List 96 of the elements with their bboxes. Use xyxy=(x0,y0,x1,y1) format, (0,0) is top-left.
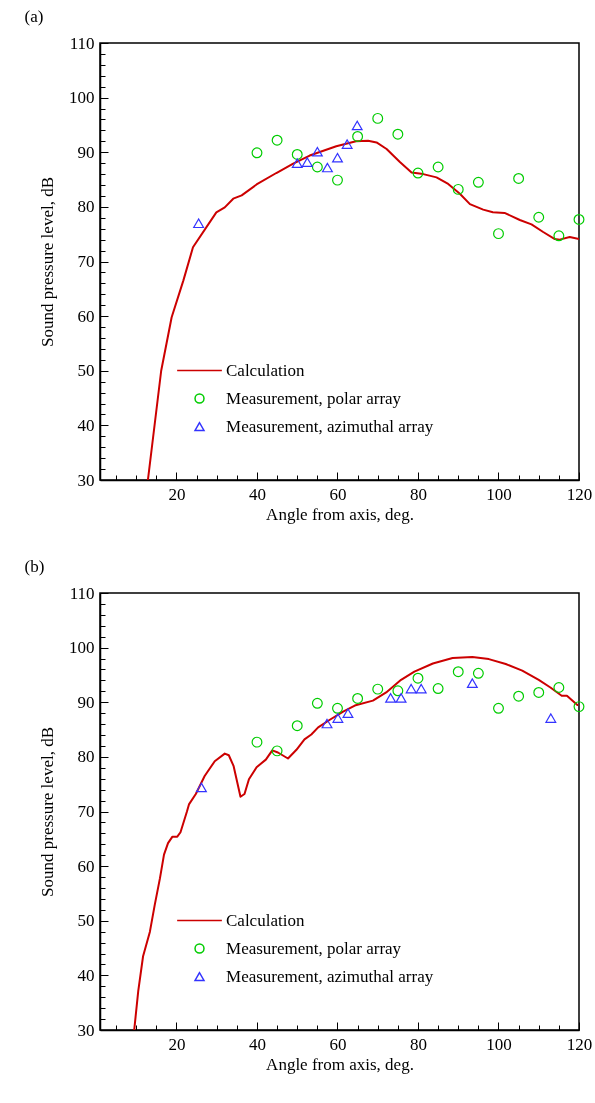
line-series xyxy=(133,655,579,1030)
point xyxy=(545,713,557,723)
point xyxy=(342,708,354,718)
point xyxy=(533,686,545,698)
point xyxy=(513,690,525,702)
y-tick-label: 110 xyxy=(69,583,95,603)
point xyxy=(352,130,364,142)
point xyxy=(415,683,427,694)
y-axis-title: Sound pressure level, dB xyxy=(38,177,57,347)
point xyxy=(405,683,417,694)
legend-label: Measurement, azimuthal array xyxy=(226,416,434,436)
x-tick-label: 100 xyxy=(486,1034,512,1054)
x-tick-label: 20 xyxy=(168,484,186,504)
legend-label: Measurement, polar array xyxy=(226,388,402,408)
point xyxy=(311,146,323,157)
point xyxy=(513,173,525,184)
point xyxy=(553,230,565,242)
chart-title: (a) xyxy=(24,7,44,26)
y-tick-label: 50 xyxy=(77,361,95,381)
point xyxy=(493,702,504,714)
point xyxy=(493,228,504,240)
point xyxy=(251,736,263,748)
chart-title: (b) xyxy=(24,557,45,576)
point xyxy=(432,683,444,695)
point xyxy=(321,718,333,729)
x-tick-label: 60 xyxy=(329,484,347,504)
point xyxy=(573,213,585,225)
x-axis-title: Angle from axis, deg. xyxy=(266,1054,414,1074)
x-tick-label: 80 xyxy=(409,1034,427,1054)
point xyxy=(472,667,484,679)
point xyxy=(573,701,585,713)
x-tick-label: 40 xyxy=(248,1034,266,1054)
point xyxy=(452,183,464,195)
y-tick-label: 70 xyxy=(77,252,95,271)
point xyxy=(472,176,484,188)
point xyxy=(372,683,384,695)
y-tick-label: 30 xyxy=(77,470,95,490)
y-tick-label: 90 xyxy=(77,692,95,712)
x-tick-label: 120 xyxy=(566,484,593,504)
point xyxy=(332,713,344,723)
point xyxy=(385,693,397,703)
point xyxy=(332,702,343,714)
point xyxy=(332,174,343,186)
point xyxy=(332,152,343,163)
x-tick-label: 80 xyxy=(409,484,427,504)
y-tick-label: 100 xyxy=(69,88,95,108)
point xyxy=(251,147,263,159)
point xyxy=(341,139,353,149)
point xyxy=(193,218,205,229)
x-tick-label: 120 xyxy=(566,1034,593,1054)
point xyxy=(291,158,303,168)
x-axis-title: Angle from axis, deg. xyxy=(266,504,414,524)
y-tick-label: 30 xyxy=(77,1020,95,1040)
point xyxy=(271,745,283,757)
point xyxy=(372,112,384,124)
y-tick-label: 40 xyxy=(77,965,95,985)
point xyxy=(271,134,283,146)
point xyxy=(195,782,207,793)
point xyxy=(352,692,364,704)
point xyxy=(553,682,565,693)
legend-label: Calculation xyxy=(226,910,305,930)
point xyxy=(351,120,363,131)
x-tick-label: 100 xyxy=(486,484,512,504)
y-tick-label: 110 xyxy=(69,33,95,53)
legend-label: Calculation xyxy=(226,360,305,380)
point xyxy=(321,162,333,173)
point xyxy=(452,666,464,678)
y-tick-label: 60 xyxy=(77,306,95,326)
x-tick-label: 60 xyxy=(329,1034,347,1054)
point xyxy=(311,161,323,173)
x-tick-label: 20 xyxy=(168,1034,186,1054)
y-tick-label: 70 xyxy=(77,802,95,821)
x-tick-label: 40 xyxy=(248,484,266,504)
legend-label: Measurement, polar array xyxy=(226,938,402,958)
y-tick-label: 60 xyxy=(77,856,95,876)
y-tick-label: 80 xyxy=(77,197,95,217)
point xyxy=(311,697,323,709)
point xyxy=(291,148,303,160)
y-tick-label: 100 xyxy=(69,638,95,658)
point xyxy=(392,685,404,697)
point xyxy=(291,720,303,732)
line-series xyxy=(146,139,579,480)
y-tick-label: 40 xyxy=(77,415,95,435)
y-tick-label: 50 xyxy=(77,911,95,931)
legend-label: Measurement, azimuthal array xyxy=(226,966,434,986)
y-tick-label: 90 xyxy=(77,142,95,162)
point xyxy=(412,167,424,179)
y-tick-label: 80 xyxy=(77,747,95,767)
point xyxy=(466,678,478,688)
point xyxy=(395,693,407,703)
point xyxy=(533,211,545,223)
point xyxy=(392,128,404,140)
y-axis-title: Sound pressure level, dB xyxy=(38,727,57,897)
point xyxy=(301,157,313,167)
point xyxy=(412,672,424,684)
point xyxy=(432,161,444,173)
